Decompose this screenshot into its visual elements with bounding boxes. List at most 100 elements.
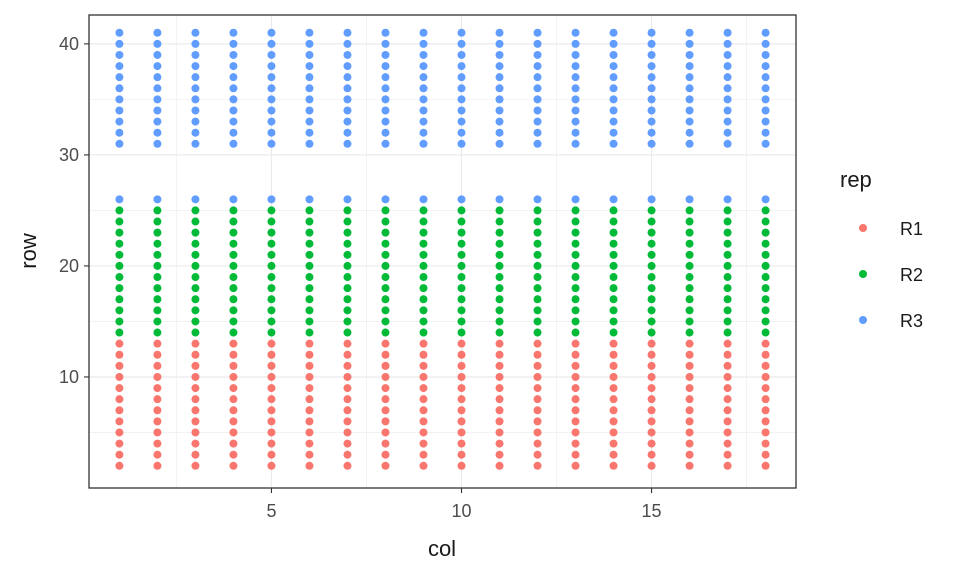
point-r3 (723, 28, 732, 37)
point-r3 (685, 139, 694, 148)
point-r1 (229, 439, 238, 448)
point-r1 (495, 361, 504, 370)
point-r2 (381, 317, 390, 326)
point-r3 (685, 95, 694, 104)
point-r2 (115, 250, 124, 259)
point-r2 (533, 273, 542, 282)
point-r1 (419, 372, 428, 381)
point-r2 (685, 295, 694, 304)
point-r2 (609, 273, 618, 282)
point-r3 (571, 50, 580, 59)
point-r1 (191, 384, 200, 393)
point-r3 (685, 106, 694, 115)
point-r2 (305, 317, 314, 326)
point-r3 (457, 106, 466, 115)
point-r3 (609, 28, 618, 37)
point-r2 (761, 261, 770, 270)
point-r3 (647, 117, 656, 126)
point-r1 (115, 339, 124, 348)
legend-label-r2: R2 (900, 265, 923, 285)
point-r2 (267, 295, 276, 304)
point-r2 (533, 250, 542, 259)
point-r2 (685, 273, 694, 282)
point-r2 (343, 217, 352, 226)
point-r3 (191, 84, 200, 93)
point-r2 (457, 273, 466, 282)
point-r2 (381, 306, 390, 315)
point-r2 (647, 206, 656, 215)
point-r3 (685, 28, 694, 37)
point-r3 (609, 84, 618, 93)
point-r3 (571, 39, 580, 48)
point-r3 (723, 139, 732, 148)
point-r1 (305, 439, 314, 448)
point-r3 (267, 84, 276, 93)
point-r3 (191, 128, 200, 137)
point-r1 (153, 361, 162, 370)
point-r3 (191, 28, 200, 37)
point-r1 (419, 428, 428, 437)
point-r3 (191, 106, 200, 115)
point-r1 (495, 406, 504, 415)
point-r2 (191, 239, 200, 248)
point-r3 (267, 195, 276, 204)
point-r3 (419, 28, 428, 37)
point-r2 (191, 306, 200, 315)
point-r1 (229, 372, 238, 381)
point-r1 (381, 339, 390, 348)
point-r3 (457, 39, 466, 48)
point-r2 (419, 228, 428, 237)
point-r3 (495, 106, 504, 115)
point-r3 (457, 195, 466, 204)
point-r2 (457, 306, 466, 315)
point-r3 (229, 39, 238, 48)
point-r3 (267, 128, 276, 137)
point-r2 (343, 273, 352, 282)
point-r1 (723, 361, 732, 370)
point-r1 (229, 461, 238, 470)
point-r2 (381, 206, 390, 215)
point-r2 (495, 217, 504, 226)
point-r3 (229, 84, 238, 93)
point-r1 (761, 406, 770, 415)
point-r1 (609, 406, 618, 415)
point-r2 (153, 250, 162, 259)
point-r2 (457, 295, 466, 304)
point-r3 (609, 62, 618, 71)
point-r2 (153, 206, 162, 215)
point-r3 (267, 95, 276, 104)
point-r2 (343, 295, 352, 304)
point-r2 (343, 317, 352, 326)
point-r2 (191, 284, 200, 293)
point-r1 (343, 450, 352, 459)
point-r3 (419, 195, 428, 204)
point-r2 (267, 239, 276, 248)
point-r2 (191, 261, 200, 270)
point-r1 (533, 339, 542, 348)
point-r2 (571, 250, 580, 259)
point-r2 (571, 284, 580, 293)
x-tick-label: 10 (451, 501, 471, 521)
point-r3 (343, 39, 352, 48)
point-r1 (571, 339, 580, 348)
point-r1 (267, 361, 276, 370)
point-r3 (115, 117, 124, 126)
point-r3 (419, 84, 428, 93)
point-r1 (153, 417, 162, 426)
point-r1 (115, 384, 124, 393)
point-r3 (647, 195, 656, 204)
point-r2 (647, 284, 656, 293)
point-r2 (609, 217, 618, 226)
point-r3 (609, 117, 618, 126)
point-r2 (115, 228, 124, 237)
point-r3 (305, 73, 314, 82)
point-r3 (761, 117, 770, 126)
point-r1 (381, 372, 390, 381)
point-r3 (343, 195, 352, 204)
point-r2 (533, 328, 542, 337)
point-r1 (761, 395, 770, 404)
point-r2 (685, 206, 694, 215)
point-r3 (723, 39, 732, 48)
point-r3 (533, 195, 542, 204)
point-r3 (761, 106, 770, 115)
